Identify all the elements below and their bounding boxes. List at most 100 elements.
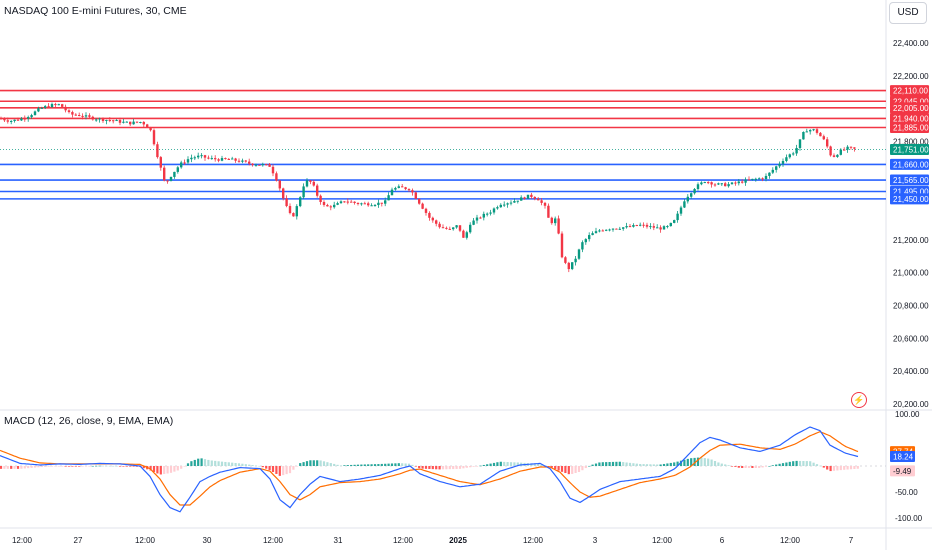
- macd-histogram-bar: [360, 464, 363, 466]
- macd-histogram-bar: [435, 466, 438, 470]
- candle-body: [149, 127, 152, 131]
- candle-body: [401, 186, 404, 188]
- candle-body: [343, 201, 346, 203]
- price-tick-label: 20,400.00: [893, 367, 929, 376]
- macd-histogram-bar: [533, 463, 536, 466]
- candle-body: [241, 160, 244, 162]
- candle-body: [839, 149, 842, 155]
- macd-histogram-bar: [540, 464, 543, 466]
- macd-histogram-bar: [23, 466, 26, 469]
- resistance-badge-bg: [890, 112, 929, 124]
- candle-body: [764, 175, 768, 180]
- candle-body: [472, 220, 475, 225]
- candle-body: [407, 189, 411, 191]
- macd-histogram-bar: [673, 462, 676, 466]
- candle-body: [377, 202, 380, 206]
- candle-body: [598, 230, 601, 232]
- candle-body: [669, 222, 672, 227]
- macd-histogram-bar: [234, 462, 237, 466]
- candle-body: [533, 196, 536, 199]
- candle-body: [676, 213, 679, 221]
- macd-histogram-bar: [496, 462, 499, 466]
- macd-histogram-bar: [16, 466, 20, 469]
- macd-histogram-bar: [751, 466, 754, 469]
- candle-body: [13, 119, 16, 122]
- macd-histogram-bar: [356, 464, 360, 466]
- candle-body: [146, 124, 149, 128]
- macd-histogram-bar: [819, 465, 822, 467]
- candle-body: [74, 114, 77, 116]
- time-axis[interactable]: 12:00 27 12:00 30 12:00 31 12:00 2025 12:00 3 12:0…: [12, 536, 854, 545]
- candle-body: [244, 160, 247, 162]
- lightning-icon[interactable]: ⚡: [851, 392, 867, 408]
- candle-body: [805, 131, 808, 133]
- candle-body: [30, 115, 33, 118]
- macd-histogram-bar: [244, 464, 247, 466]
- macd-histogram-bar: [741, 466, 744, 469]
- candle-body: [448, 228, 451, 230]
- macd-histogram-bar: [421, 466, 424, 469]
- macd-histogram-bar: [649, 464, 652, 466]
- macd-histogram-bar: [295, 466, 298, 467]
- time-tick-label: 2025: [449, 536, 467, 545]
- macd-histogram-bar: [251, 465, 254, 466]
- macd-histogram-bar: [394, 463, 397, 466]
- macd-histogram-bar: [458, 466, 462, 469]
- price-tick-label: 22,200.00: [893, 72, 929, 81]
- price-tick-label: 20,200.00: [893, 400, 929, 409]
- candle-body: [384, 200, 387, 204]
- macd-histogram-bar: [387, 463, 390, 466]
- macd-histogram-bar: [248, 464, 251, 466]
- macd-pane: [0, 426, 886, 513]
- candle-body: [380, 202, 383, 204]
- macd-histogram-bar: [343, 465, 346, 466]
- time-tick-label: 12:00: [523, 536, 544, 545]
- macd-histogram-bar: [254, 465, 258, 467]
- time-tick-label: 12:00: [12, 536, 33, 545]
- candle-body: [312, 181, 315, 186]
- macd-histogram-bar: [679, 460, 683, 466]
- macd-histogram-bar: [846, 466, 849, 470]
- currency-button[interactable]: USD: [889, 2, 927, 24]
- macd-histogram-bar: [135, 466, 139, 467]
- candle-body: [645, 224, 649, 227]
- candle-body: [180, 162, 183, 168]
- candle-body: [537, 198, 540, 201]
- macd-histogram-bar: [503, 461, 506, 466]
- macd-histogram-bar: [169, 466, 173, 473]
- candle-body: [571, 262, 574, 270]
- price-tick-label: 21,800.00: [893, 137, 929, 146]
- macd-histogram-bar: [98, 465, 101, 467]
- macd-histogram-bar: [758, 466, 761, 469]
- macd-histogram-bar: [166, 466, 169, 474]
- macd-histogram-bar: [686, 458, 689, 466]
- time-tick-label: 3: [593, 536, 598, 545]
- candle-body: [482, 213, 485, 218]
- macd-histogram-bar: [775, 464, 778, 466]
- macd-histogram-bar: [615, 461, 618, 466]
- candle-body: [713, 184, 717, 186]
- candle-body: [81, 115, 84, 117]
- macd-histogram-bar: [696, 457, 700, 466]
- macd-histogram-bar: [428, 466, 431, 469]
- candle-body: [649, 226, 652, 228]
- price-axis[interactable]: 22,400.00 22,200.00 21,800.00 21,200.00 21,0…: [890, 39, 929, 523]
- candle-body: [37, 108, 40, 112]
- macd-histogram-bar: [152, 466, 156, 473]
- macd-histogram-bar: [764, 466, 768, 467]
- macd-histogram-bar: [455, 466, 458, 469]
- candle-body: [703, 182, 706, 184]
- symbol-title: NASDAQ 100 E-mini Futures, 30, CME: [4, 5, 187, 17]
- candle-body: [237, 160, 241, 162]
- macd-histogram-bar: [326, 462, 329, 466]
- macd-histogram-bar: [560, 466, 564, 472]
- macd-histogram-bar: [197, 458, 200, 466]
- macd-histogram-bar: [730, 466, 734, 467]
- macd-histogram-bar: [486, 464, 489, 466]
- candle-body: [853, 147, 856, 149]
- macd-histogram-bar: [465, 466, 468, 468]
- candle-body: [190, 157, 193, 160]
- macd-histogram-bar: [550, 466, 553, 468]
- candle-body: [224, 158, 227, 160]
